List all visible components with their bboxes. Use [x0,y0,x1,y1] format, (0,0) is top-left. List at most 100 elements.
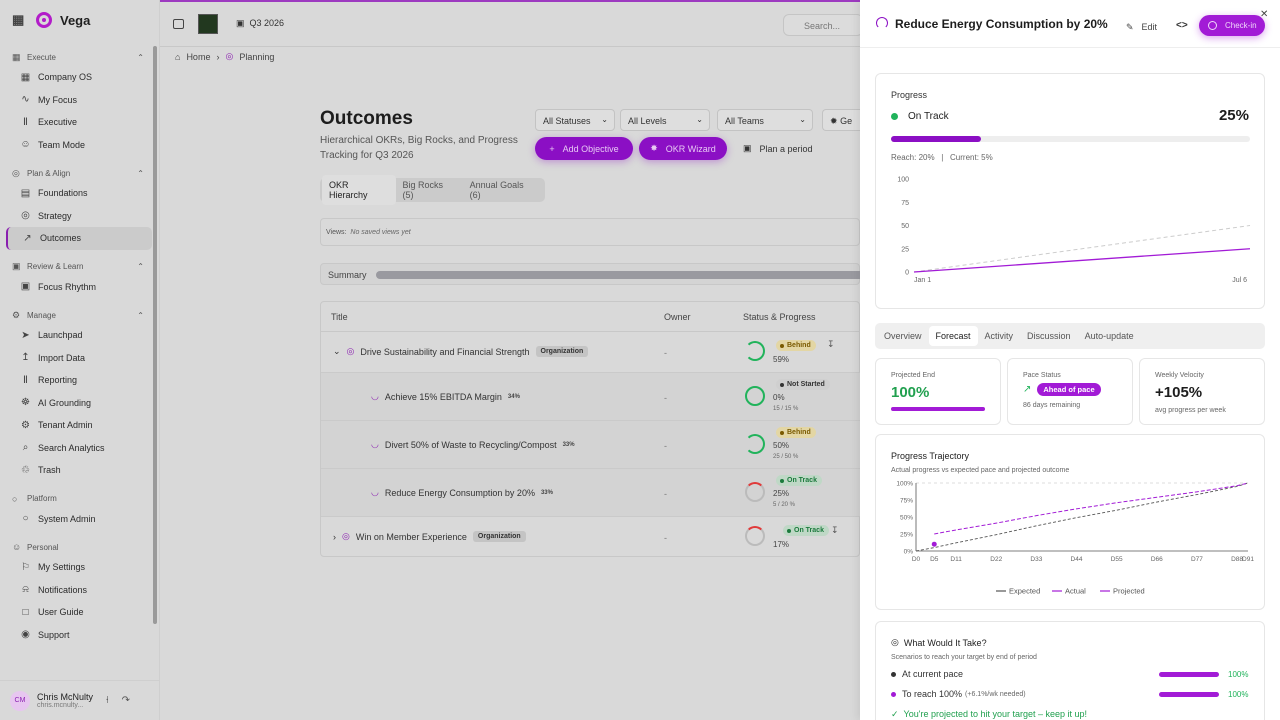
sec-plan-align[interactable]: ◎ Plan & Align ⌃ [6,164,152,182]
sidebar-item-company-os[interactable]: ▦ Company OS [6,66,152,89]
objective-title[interactable]: Drive Sustainability and Financial Stren… [360,346,530,357]
x-tick-label: Jul 6 [1232,277,1247,284]
col-status[interactable]: Status & Progress [743,312,816,322]
chevron-up-icon[interactable]: ⌃ [137,168,144,178]
chevron-right-icon[interactable]: › [333,531,336,542]
tab-big-rocks[interactable]: Big Rocks (5) [402,180,444,200]
team-filter[interactable]: All Teams ⌄ [717,109,813,131]
summary-bar[interactable]: Summary [320,263,866,285]
home-icon: ⌂ [175,51,181,62]
x-tick-label: D44 [1071,556,1083,563]
sidebar-item-system-admin[interactable]: ○ System Admin [6,508,152,531]
table-row[interactable]: ◡ Reduce Energy Consumption by 20% 33% -… [321,469,861,517]
plan-period-button[interactable]: ▣ Plan a period [743,137,813,160]
chevron-up-icon[interactable]: ⌃ [137,52,144,62]
kr-title[interactable]: Achieve 15% EBITDA Margin [384,391,502,402]
progress-ring [745,434,765,454]
sidebar-item-ai-grounding[interactable]: ☸ AI Grounding [6,392,152,415]
section-header: ⚙ Manage [12,310,56,321]
user-profile[interactable]: CM Chris McNulty chris.mcnulty... ⍿ ↷ [0,680,160,720]
sec-execute[interactable]: ▦ Execute ⌃ [6,48,152,66]
col-title[interactable]: Title [331,312,348,322]
calendar-icon: ▣ [236,18,245,28]
table-row[interactable]: ◡ Divert 50% of Waste to Recycling/Compo… [321,421,861,469]
code-icon[interactable]: <> [1176,20,1188,31]
view-tabs: OKR Hierarchy Big Rocks (5) Annual Goals… [320,175,545,205]
sidebar-item-user-guide[interactable]: □ User Guide [6,601,152,624]
scenario-dot [891,671,896,677]
sort-icon[interactable]: ↧ [827,339,835,349]
table-row[interactable]: › ◎ Win on Member Experience Organizatio… [321,517,861,557]
tab-auto-update[interactable]: Auto-update [1084,331,1134,341]
tab-forecast[interactable]: Forecast [928,326,978,346]
add-objective-button[interactable]: + Add Objective [535,137,633,160]
sidebar-toggle-icon[interactable] [173,19,184,29]
y-tick-label: 0 [905,270,909,277]
x-tick-label: Jan 1 [914,277,931,284]
sidebar-item-trash[interactable]: ♲ Trash [6,459,152,482]
kr-title[interactable]: Reduce Energy Consumption by 20% [384,487,535,498]
sec-review-learn[interactable]: ▣ Review & Learn ⌃ [6,258,152,276]
chevron-up-icon[interactable]: ⌃ [137,262,144,271]
sidebar-item-outcomes[interactable]: ↗ Outcomes [6,227,152,250]
close-icon[interactable]: ✕ [1260,9,1269,20]
okr-wizard-button[interactable]: ✸ OKR Wizard [639,137,727,160]
sidebar-item-executive[interactable]: Ⅱ Executive [6,111,152,134]
edit-button[interactable]: ✎ Edit [1118,16,1168,38]
table-row[interactable]: ◡ Achieve 15% EBITDA Margin 34% - Not St… [321,373,861,421]
sidebar-item-my-focus[interactable]: ∿ My Focus [6,89,152,112]
tab-overview[interactable]: Overview [884,331,922,341]
sec-manage[interactable]: ⚙ Manage ⌃ [6,306,152,324]
sidebar-item-focus-rhythm[interactable]: ▣ Focus Rhythm [6,276,152,299]
x-tick-label: D5 [930,556,939,563]
breadcrumb-home[interactable]: Home [186,51,211,62]
sec-personal[interactable]: ☺ Personal [6,538,152,556]
col-owner[interactable]: Owner [664,312,691,322]
projected-end-card: Projected End 100% [875,358,1001,425]
sidebar-item-notifications[interactable]: ⍾ Notifications [6,579,152,602]
avatar: CM [10,690,30,711]
bell-icon[interactable]: ⍿ [106,695,109,706]
chevron-down-icon[interactable]: ⌄ [333,346,341,356]
level-filter[interactable]: All Levels ⌄ [620,109,710,131]
sidebar-item-reporting[interactable]: Ⅱ Reporting [6,369,152,392]
chevron-up-icon[interactable]: ⌃ [137,310,144,320]
sec-platform[interactable]: ○ Platform [6,490,152,508]
trajectory-chart: 0% 25% 50% 75% 100% D0 D5 D11 D22 D33 D44 D55 D66 D77… [896,481,1254,596]
tab-annual-goals[interactable]: Annual Goals (6) [469,180,524,200]
apps-grid-icon[interactable]: ▦ [12,12,25,27]
tab-discussion[interactable]: Discussion [1027,331,1071,341]
workspace-thumbnail[interactable] [198,14,218,34]
section-header: ◎ Plan & Align [12,168,70,179]
sidebar-item-tenant-admin[interactable]: ⚙ Tenant Admin [6,414,152,437]
sidebar-item-my-settings[interactable]: ⚐ My Settings [6,556,152,579]
tab-okr-hierarchy[interactable]: OKR Hierarchy [322,175,396,205]
table-row[interactable]: ⌄ ◎ Drive Sustainability and Financial S… [321,332,861,373]
weight-badge: 34% [507,393,520,400]
sidebar-item-launchpad[interactable]: ➤ Launchpad [6,324,152,347]
sidebar-item-foundations[interactable]: ▤ Foundations [6,182,152,205]
breadcrumb-current[interactable]: Planning [239,51,275,62]
objective-title[interactable]: Win on Member Experience [355,531,467,542]
search-input[interactable]: Search... [783,14,863,36]
sidebar-item-team-mode[interactable]: ☺ Team Mode [6,134,152,157]
sidebar-scrollbar[interactable] [153,46,157,624]
sidebar-item-strategy[interactable]: ◎ Strategy [6,205,152,228]
sort-icon[interactable]: ↧ [831,525,839,535]
pace-row: ↗ Ahead of pace [1023,383,1101,396]
generate-button[interactable]: ✹ Ge [822,109,862,131]
logout-icon[interactable]: ↷ [121,695,130,706]
check-in-button[interactable]: Check-in [1199,15,1265,36]
sidebar-item-import-data[interactable]: ↥ Import Data [6,347,152,370]
sidebar-item-support[interactable]: ◉ Support [6,624,152,647]
scenario-bar [1159,671,1219,677]
logo[interactable]: ▦ Vega [12,12,90,28]
scenario-label: At current pace [902,669,964,679]
status-filter[interactable]: All Statuses ⌄ [535,109,615,131]
tab-activity[interactable]: Activity [984,331,1014,341]
sidebar-nav: ▦ Execute ⌃ ▦ Company OS ∿ My Focus Ⅱ Executive ☺… [6,48,152,646]
kr-title[interactable]: Divert 50% of Waste to Recycling/Compost [384,439,557,450]
period-selector[interactable]: ▣ Q3 2026 [236,18,284,29]
topbar: ▣ Q3 2026 Search... [160,0,863,47]
sidebar-item-search-analytics[interactable]: ⌕ Search Analytics [6,437,152,460]
